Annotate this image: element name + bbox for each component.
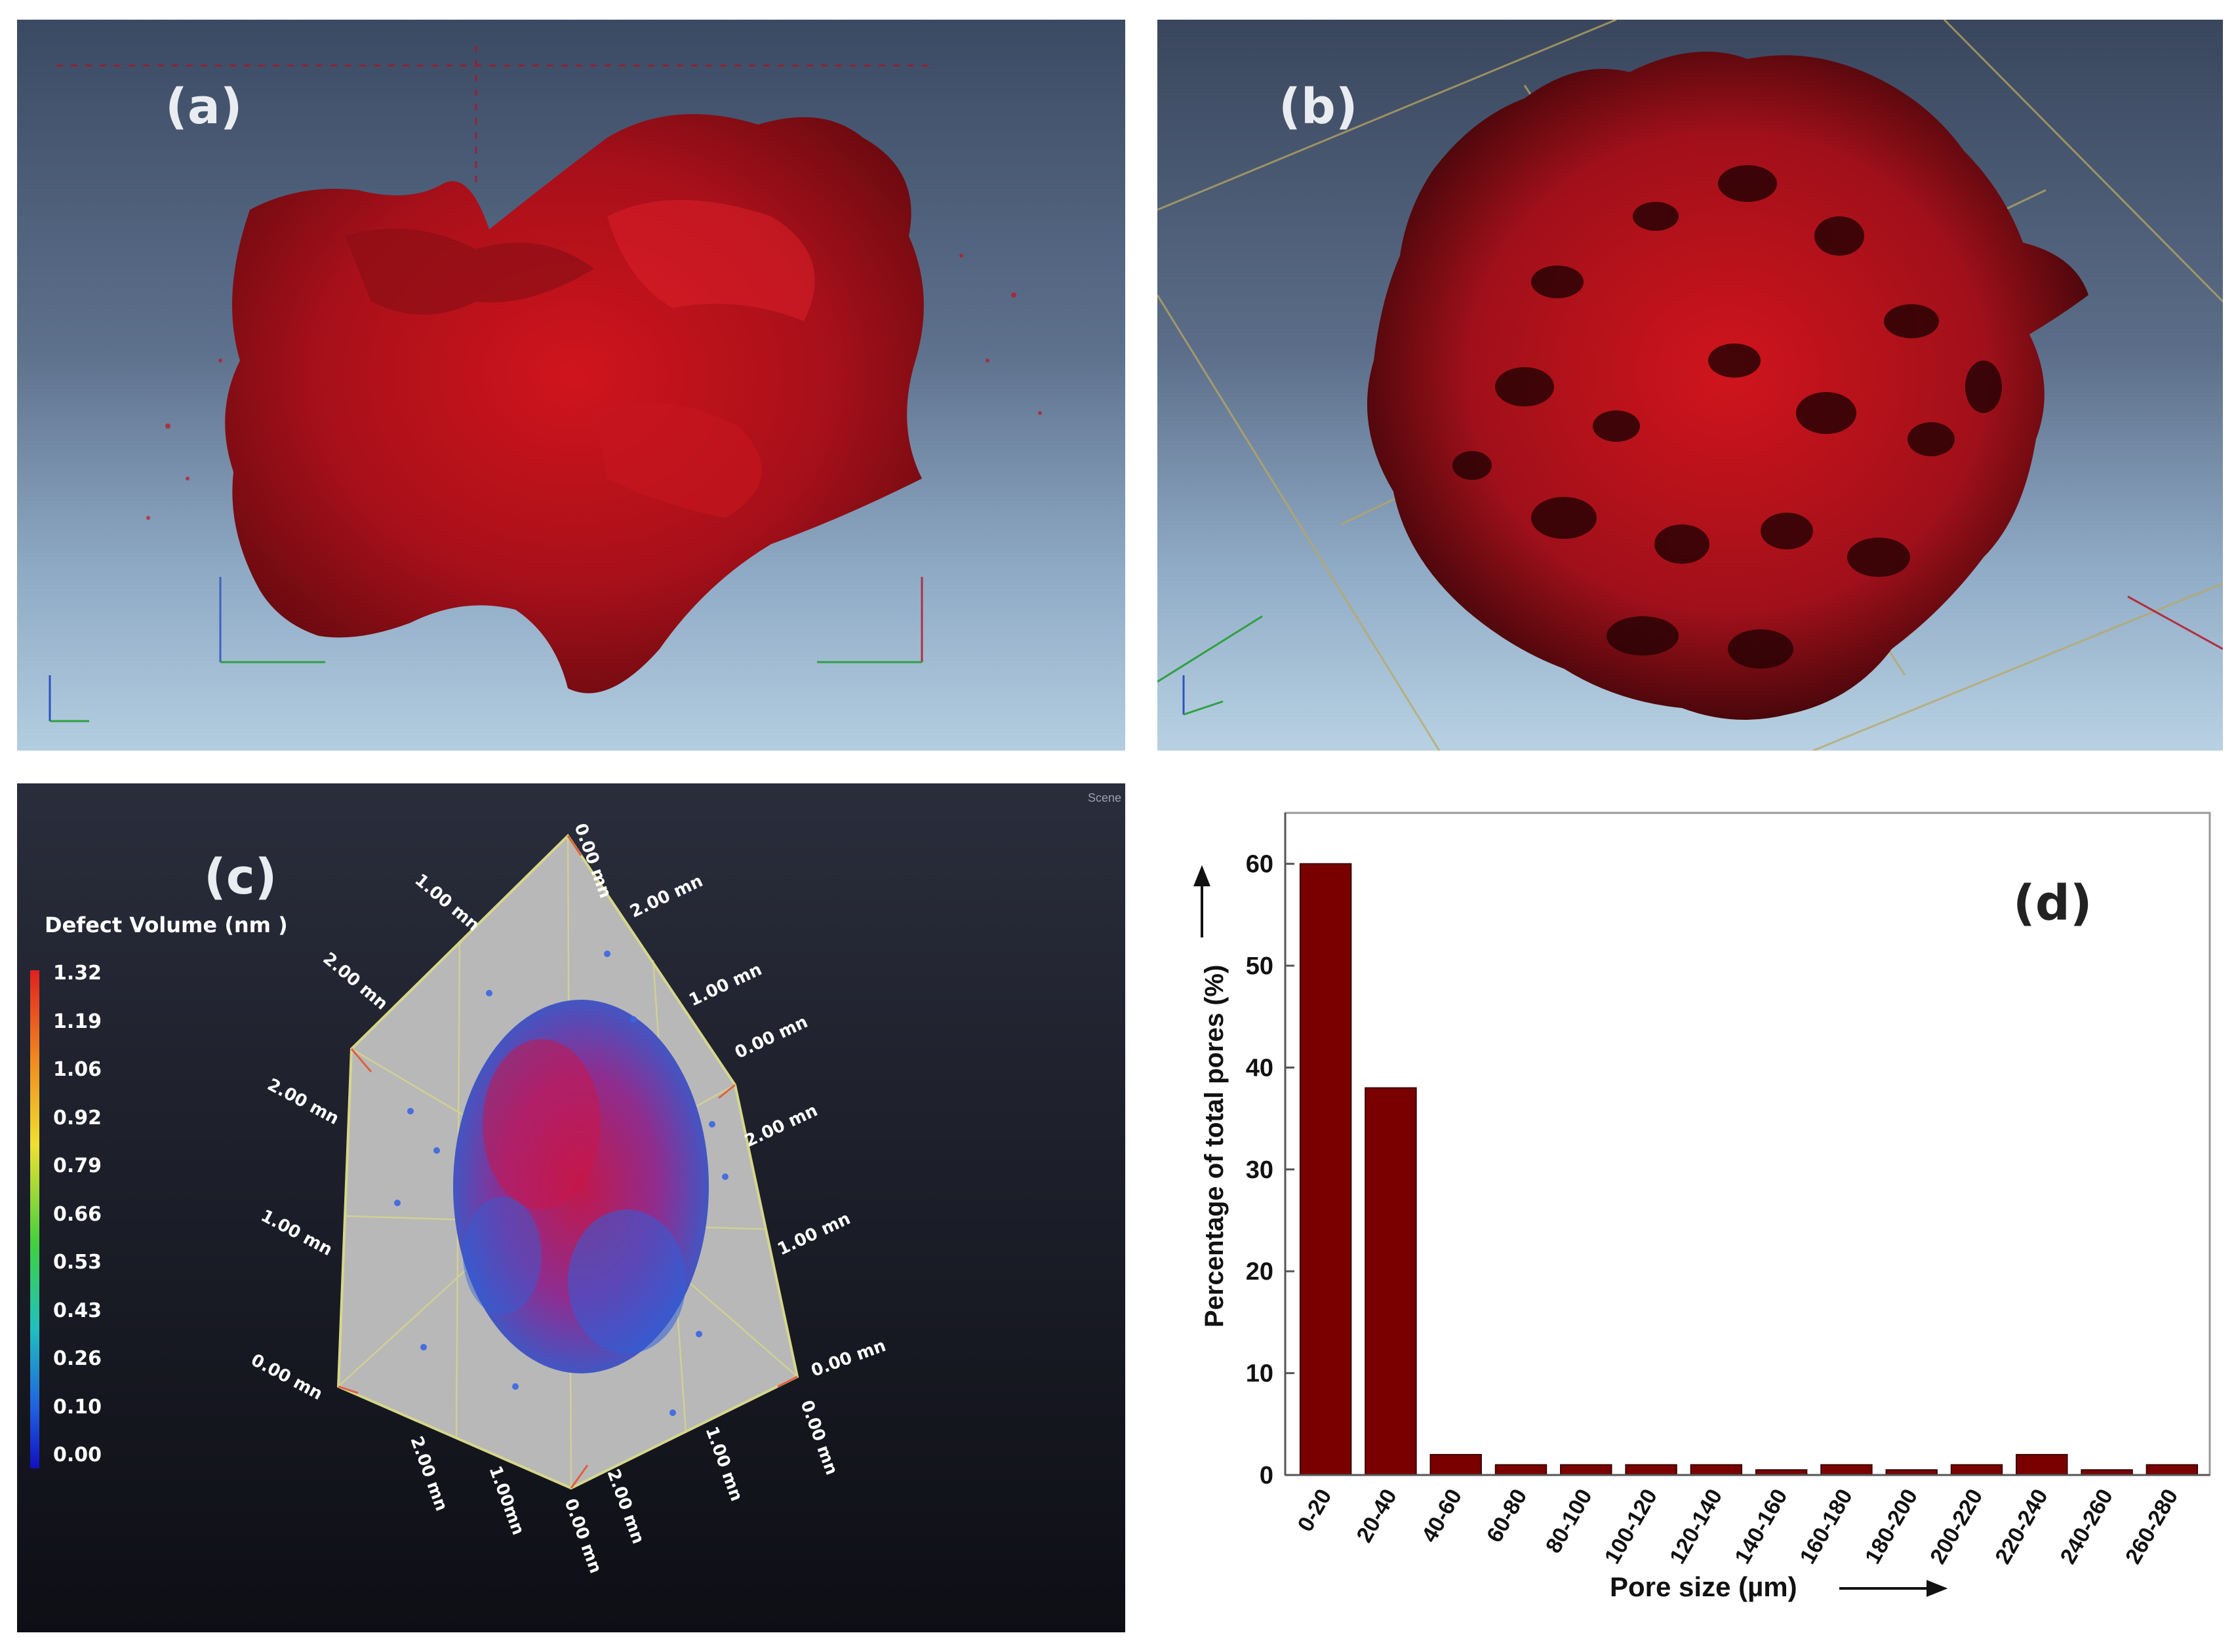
y-tick-label: 10 [1246,1360,1273,1388]
y-tick-label: 30 [1246,1156,1273,1184]
bar-160-180 [1820,1464,1873,1476]
dim-label: 0.00 mn [796,1398,841,1478]
panel-label-a: (a) [165,79,243,135]
dim-label: 0.00 mn [732,1012,810,1063]
y-tick-label: 20 [1246,1258,1273,1286]
colorbar-tick-label: 0.79 [53,1154,102,1177]
x-tick-label: 120-140 [1665,1485,1727,1568]
x-tick-label: 240-260 [2056,1485,2118,1568]
x-tick-label: 200-220 [1925,1485,1987,1568]
scene-tag: Scene [1087,791,1121,804]
particle-render-a [49,46,1042,722]
x-tick-label: 100-120 [1600,1485,1662,1568]
dim-label: 2.00 mn [627,871,706,922]
bar-120-140 [1690,1464,1743,1476]
colorbar-tick-label: 0.43 [53,1299,102,1322]
x-tick-label: 20-40 [1351,1485,1401,1546]
x-tick-label: 80-100 [1541,1485,1597,1558]
dim-label: 1.00mn [485,1463,528,1537]
panel-label-d: (d) [2013,875,2092,932]
colorbar-tick-label: 1.06 [53,1058,102,1081]
colorbar-tick-label: 0.26 [53,1347,102,1370]
x-tick-label: 40-60 [1417,1485,1467,1546]
dim-label: 1.00 mn [258,1206,336,1260]
x-axis-ticks: 0-20 20-40 40-60 60-80 80-100 100-120 120-140 1… [1293,1485,2184,1568]
dim-label: 2.00 mn [319,949,391,1013]
x-tick-label: 60-80 [1482,1485,1532,1546]
colorbar [30,970,39,1468]
particle-render-b [1157,20,2223,751]
render-panel-b: (b) [1157,20,2223,751]
dim-label: 1.00 mn [686,960,765,1010]
colorbar-tick-label: 0.00 [53,1444,102,1466]
x-axis-label: Pore size (µm) [1610,1571,1797,1602]
bar-80-100 [1560,1464,1612,1476]
x-tick-label: 180-200 [1860,1485,1923,1568]
bar-0-20 [1299,863,1352,1476]
x-tick-label: 0-20 [1293,1485,1337,1536]
dim-label: 0.00 mn [560,1496,605,1576]
panel-label-b: (b) [1279,79,1358,135]
colorbar-tick-label: 0.53 [53,1251,102,1274]
x-axis-arrow [1839,1580,1948,1597]
y-tick-label: 0 [1260,1462,1273,1489]
bar-260-280 [2146,1464,2199,1476]
bar-20-40 [1365,1087,1417,1476]
y-tick-label: 50 [1246,953,1273,980]
x-tick-label: 160-180 [1795,1485,1858,1568]
colorbar-tick-label: 0.92 [53,1106,102,1130]
colorbar-tick-label: 0.66 [53,1202,102,1226]
colorbar-tick-label: 0.10 [53,1395,102,1419]
y-tick-label: 40 [1246,1054,1273,1082]
x-tick-label: 140-160 [1730,1485,1792,1568]
bar-220-240 [2016,1453,2068,1476]
render-panel-a: (a) [17,20,1125,751]
dim-label: 0.00 mn [248,1350,326,1404]
y-axis-label: Percentage of total pores (%) [1200,965,1229,1328]
bar-200-220 [1950,1464,2003,1476]
render-panel-c: Scene Defect Volume (nm ) 1.32 1.19 1.06 0.… [17,783,1125,1632]
y-axis-ticks: 0 10 20 30 40 50 60 [1246,851,1294,1489]
dim-label: 1.00 mn [774,1209,853,1259]
bar-60-80 [1494,1464,1547,1476]
dim-label: 1.00 mn [701,1424,746,1504]
chart-panel-d: 0 10 20 30 40 50 60 0-20 20-40 40-60 60-80 80-100 1… [1157,783,2223,1632]
dim-label: 2.00 mn [406,1434,451,1514]
colorbar-tick-label: 1.32 [53,962,102,985]
bar-100-120 [1625,1464,1677,1476]
panel-label-c: (c) [204,849,277,905]
x-tick-label: 260-280 [2121,1485,2183,1568]
y-axis-arrow [1193,865,1210,937]
dim-label: 1.00 mn [411,870,483,935]
y-tick-label: 60 [1246,851,1273,878]
dim-label: 2.00 mn [603,1466,648,1546]
legend-title: Defect Volume (nm ) [45,913,288,937]
dim-label: 2.00 mn [742,1101,820,1151]
colorbar-tick-label: 1.19 [53,1010,102,1033]
dim-label: 0.00 mn [809,1336,888,1381]
dim-label: 2.00 mn [264,1075,342,1129]
bar-40-60 [1429,1453,1482,1476]
bars [1299,863,2199,1476]
x-tick-label: 220-240 [1990,1485,2052,1568]
defect-cube-render: 0.00 mn 1.00 mn 2.00 mn 2.00 mn 1.00 mn … [248,821,888,1576]
